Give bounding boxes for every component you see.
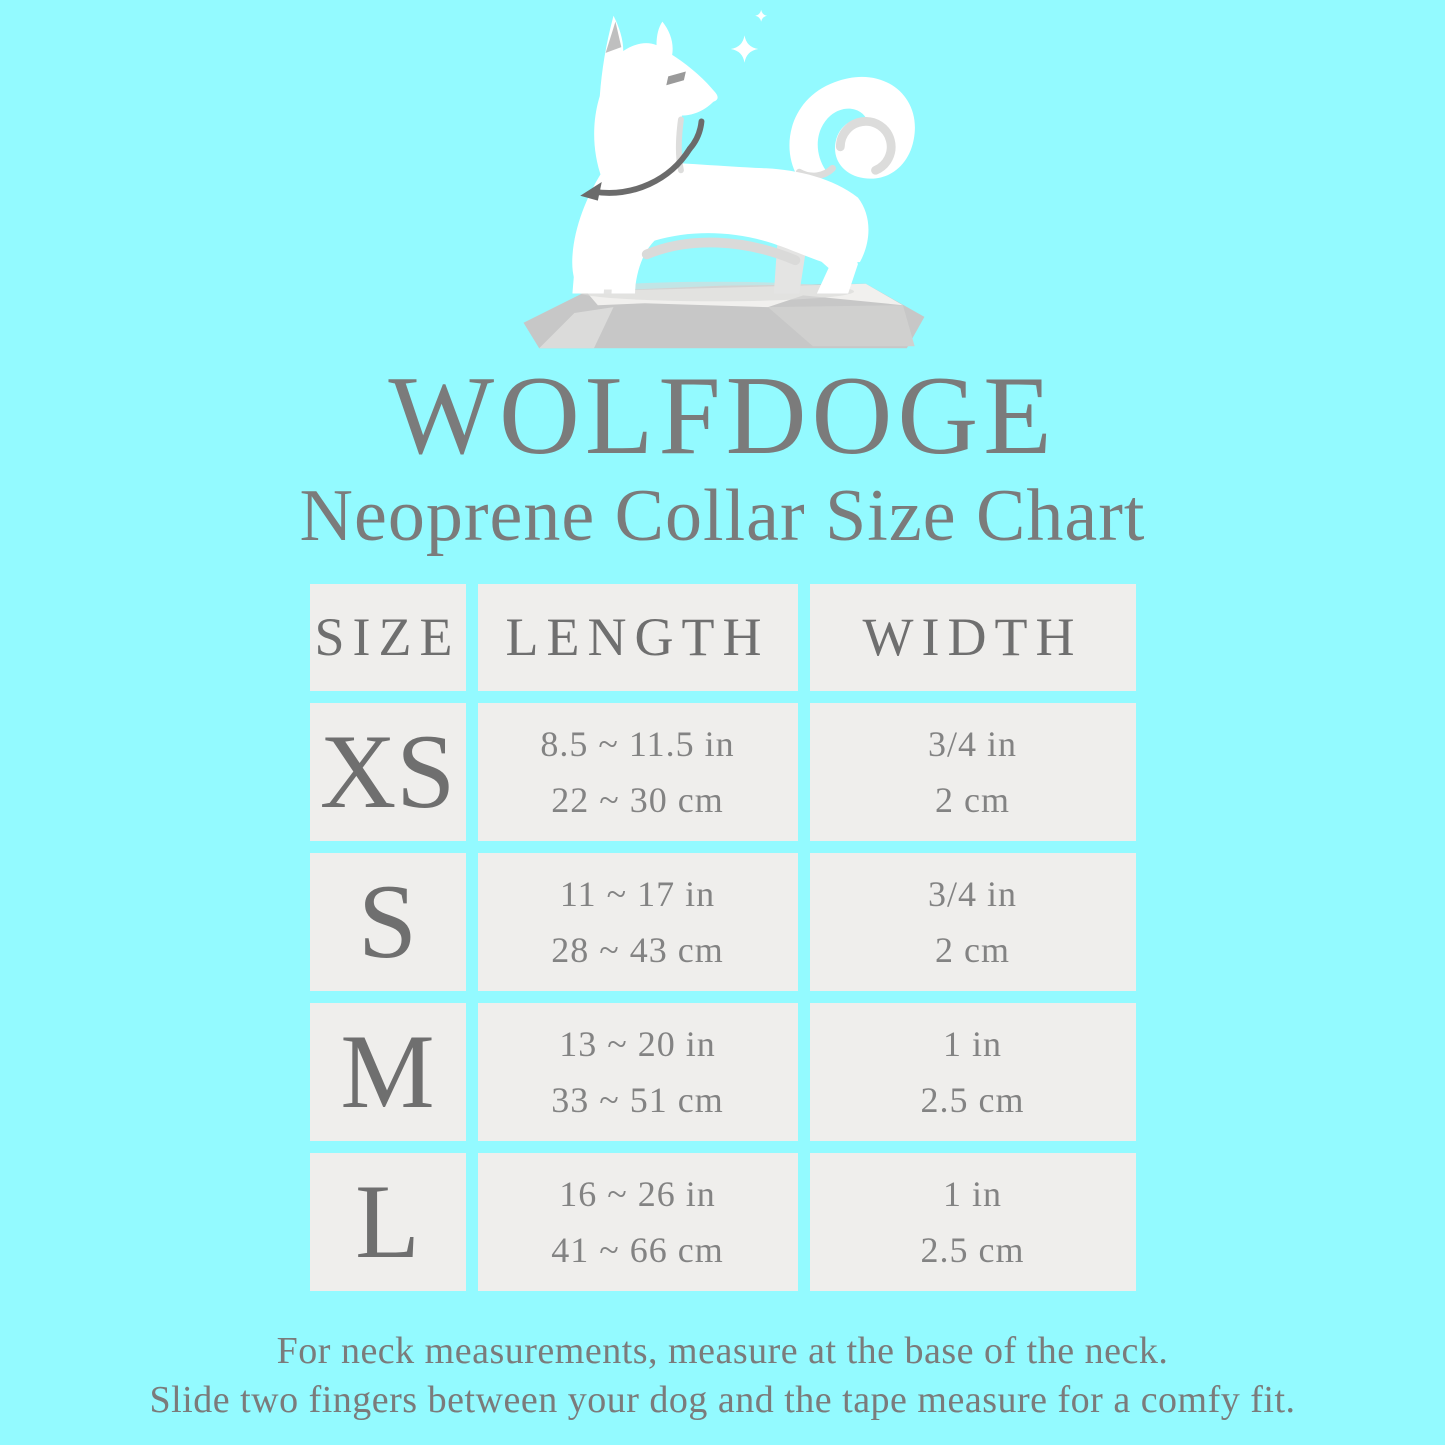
- length-inches: 13 ~ 20 in: [559, 1023, 716, 1064]
- dog-illustration: [571, 15, 915, 294]
- rock-facet: [767, 305, 915, 347]
- sparkles: [730, 9, 767, 63]
- width-cell-m: 1 in 2.5 cm: [809, 1002, 1136, 1141]
- dog-front-leg: [571, 246, 608, 294]
- measurement-note-line2: Slide two fingers between your dog and t…: [149, 1379, 1296, 1422]
- width-inches: 3/4 in: [927, 723, 1017, 764]
- sparkle-icon: [754, 9, 767, 22]
- measurement-note-line1: For neck measurements, measure at the ba…: [276, 1329, 1169, 1372]
- width-cell-xs: 3/4 in 2 cm: [809, 702, 1136, 841]
- rock-facet: [538, 307, 613, 349]
- tape-line: [686, 118, 704, 152]
- sparkle-icon: [730, 35, 758, 63]
- brand-logo: [487, 6, 959, 358]
- length-centimeters: 28 ~ 43 cm: [551, 929, 724, 970]
- chart-subtitle: Neoprene Collar Size Chart: [299, 475, 1146, 557]
- width-centimeters: 2.5 cm: [920, 1079, 1025, 1120]
- measurement-notes: For neck measurements, measure at the ba…: [149, 1327, 1295, 1426]
- measuring-tape-arrow-icon: [579, 118, 704, 201]
- width-centimeters: 2 cm: [935, 929, 1010, 970]
- length-centimeters: 33 ~ 51 cm: [551, 1079, 724, 1120]
- size-cell-s: S: [309, 852, 466, 991]
- width-centimeters: 2 cm: [935, 779, 1010, 820]
- width-cell-l: 1 in 2.5 cm: [809, 1152, 1136, 1291]
- dog-eye: [665, 71, 686, 86]
- dog-inner-ear: [605, 21, 621, 53]
- length-centimeters: 41 ~ 66 cm: [551, 1229, 724, 1270]
- column-header-length: LENGTH: [477, 583, 798, 691]
- width-inches: 3/4 in: [927, 873, 1017, 914]
- column-header-width: WIDTH: [809, 583, 1136, 691]
- width-inches: 1 in: [942, 1173, 1002, 1214]
- size-cell-m: M: [309, 1002, 466, 1141]
- length-inches: 8.5 ~ 11.5 in: [540, 723, 735, 764]
- size-cell-xs: XS: [309, 702, 466, 841]
- brand-title: WOLFDOGE: [388, 354, 1057, 478]
- dog-tail-shading: [835, 116, 896, 175]
- dog-torso: [571, 162, 868, 290]
- width-cell-s: 3/4 in 2 cm: [809, 852, 1136, 991]
- dog-neck-shading: [675, 116, 684, 174]
- length-cell-s: 11 ~ 17 in 28 ~ 43 cm: [477, 852, 798, 991]
- dog-head: [593, 15, 718, 186]
- dog-rear-leg: [810, 230, 858, 294]
- dog-front-leg: [611, 250, 637, 294]
- tape-line: [590, 145, 693, 196]
- length-cell-l: 16 ~ 26 in 41 ~ 66 cm: [477, 1152, 798, 1291]
- width-centimeters: 2.5 cm: [920, 1229, 1025, 1270]
- dog-belly-shading: [641, 237, 800, 266]
- length-inches: 16 ~ 26 in: [559, 1173, 716, 1214]
- length-cell-xs: 8.5 ~ 11.5 in 22 ~ 30 cm: [477, 702, 798, 841]
- column-header-size: SIZE: [309, 583, 466, 691]
- length-centimeters: 22 ~ 30 cm: [551, 779, 724, 820]
- size-cell-l: L: [309, 1152, 466, 1291]
- dog-on-rock-illustration: [523, 9, 924, 349]
- length-inches: 11 ~ 17 in: [559, 873, 716, 914]
- size-table: SIZE LENGTH WIDTH XS 8.5 ~ 11.5 in 22 ~ …: [309, 583, 1136, 1291]
- width-inches: 1 in: [942, 1023, 1002, 1064]
- length-cell-m: 13 ~ 20 in 33 ~ 51 cm: [477, 1002, 798, 1141]
- tape-arrowhead: [579, 182, 602, 201]
